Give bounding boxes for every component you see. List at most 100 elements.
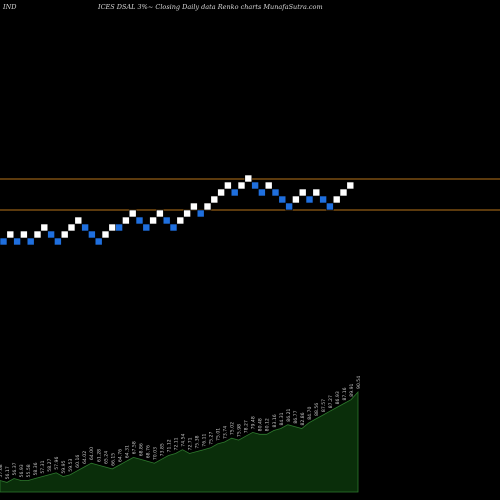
renko-brick-up bbox=[128, 209, 137, 218]
renko-brick-up bbox=[176, 216, 185, 225]
renko-brick-down bbox=[135, 216, 144, 225]
volume-area-path bbox=[0, 390, 359, 493]
volume-label: 65.24 bbox=[103, 451, 109, 464]
volume-label: 68.76 bbox=[145, 445, 151, 458]
volume-label: 72.11 bbox=[173, 437, 179, 450]
volume-label: 75.02 bbox=[230, 422, 236, 435]
renko-brick-down bbox=[162, 216, 171, 225]
renko-brick-up bbox=[190, 202, 198, 211]
volume-label: 88.56 bbox=[314, 403, 320, 416]
renko-brick-up bbox=[74, 216, 83, 225]
renko-brick-down bbox=[305, 195, 314, 204]
renko-brick-down bbox=[326, 202, 334, 211]
volume-label: 58.27 bbox=[47, 458, 53, 471]
volume-label: 75.01 bbox=[216, 428, 222, 441]
renko-brick-up bbox=[149, 216, 157, 225]
renko-brick-down bbox=[88, 230, 96, 239]
renko-brick-down bbox=[271, 188, 280, 197]
volume-label: 58.36 bbox=[33, 462, 39, 475]
renko-brick-down bbox=[230, 188, 239, 197]
chart-header-left: IND bbox=[3, 3, 17, 11]
renko-brick-up bbox=[156, 209, 164, 218]
renko-brick-up bbox=[244, 174, 253, 183]
volume-label: 87.57 bbox=[321, 399, 327, 412]
volume-label: 64.02 bbox=[82, 451, 88, 464]
volume-label: 79.48 bbox=[251, 416, 257, 429]
renko-brick-up bbox=[217, 188, 225, 197]
renko-brick-up bbox=[67, 223, 76, 232]
volume-label: 83.16 bbox=[272, 414, 278, 427]
renko-brick-down bbox=[285, 202, 293, 211]
volume-label: 56.37 bbox=[12, 462, 18, 475]
renko-brick-up bbox=[183, 209, 191, 218]
volume-label: 75.98 bbox=[237, 424, 243, 437]
volume-labels: 57.68 56.17 56.37 56.93 55.58 58.36 57.31 58.27… bbox=[0, 376, 362, 480]
level-lines bbox=[0, 178, 500, 211]
volume-label: 73.74 bbox=[223, 426, 229, 439]
renko-brick-down bbox=[319, 195, 327, 204]
volume-label: 57.68 bbox=[0, 464, 4, 477]
renko-brick-up bbox=[33, 230, 42, 239]
volume-label: 84.70 bbox=[307, 407, 313, 420]
volume-label: 68.86 bbox=[138, 443, 144, 456]
volume-label: 60.16 bbox=[75, 455, 81, 468]
volume-label: 59.95 bbox=[61, 460, 67, 473]
volume-label: 89.91 bbox=[349, 383, 355, 396]
volume-area bbox=[0, 390, 359, 493]
volume-label: 61.28 bbox=[96, 449, 102, 462]
volume-label: 67.58 bbox=[131, 441, 137, 454]
renko-brick-down bbox=[169, 223, 178, 232]
renko-brick-down bbox=[47, 230, 55, 239]
volume-label: 64.00 bbox=[89, 447, 95, 460]
volume-label: 71.12 bbox=[166, 439, 172, 452]
volume-label: 70.03 bbox=[152, 447, 158, 460]
renko-brick-down bbox=[54, 237, 62, 246]
renko-brick-up bbox=[203, 202, 212, 211]
renko-brick-up bbox=[339, 188, 348, 197]
volume-label: 64.76 bbox=[117, 449, 123, 462]
renko-brick-down bbox=[94, 237, 103, 246]
volume-label: 59.53 bbox=[68, 458, 74, 471]
volume-label: 86.21 bbox=[286, 408, 292, 421]
renko-brick-down bbox=[115, 223, 123, 232]
renko-brick-up bbox=[60, 230, 69, 239]
volume-label: 84.31 bbox=[279, 412, 285, 425]
renko-brick-up bbox=[20, 230, 28, 239]
volume-label: 66.15 bbox=[110, 453, 116, 466]
volume-label: 55.58 bbox=[26, 464, 32, 477]
renko-brick-up bbox=[101, 230, 110, 239]
volume-label: 80.48 bbox=[258, 418, 264, 431]
volume-label: 86.77 bbox=[293, 410, 299, 423]
volume-label: 87.16 bbox=[342, 387, 348, 400]
renko-bricks bbox=[0, 174, 355, 246]
chart-title: ICES DSAL 3%~ Closing Daily data Renko c… bbox=[98, 3, 323, 11]
renko-brick-down bbox=[278, 195, 287, 204]
volume-label: 78.27 bbox=[244, 420, 250, 433]
renko-brick-up bbox=[6, 230, 15, 239]
renko-brick-down bbox=[81, 223, 89, 232]
volume-label: 80.12 bbox=[265, 418, 271, 431]
volume-label: 72.71 bbox=[188, 437, 194, 450]
renko-brick-up bbox=[122, 216, 130, 225]
renko-brick-up bbox=[312, 188, 321, 197]
renko-brick-up bbox=[237, 181, 246, 190]
renko-brick-up bbox=[292, 195, 300, 204]
volume-label: 57.96 bbox=[54, 457, 60, 470]
volume-label: 56.17 bbox=[5, 466, 11, 479]
renko-brick-up bbox=[40, 223, 49, 232]
volume-label: 76.11 bbox=[202, 433, 208, 446]
renko-brick-up bbox=[264, 181, 273, 190]
renko-brick-up bbox=[108, 223, 117, 232]
volume-label: 74.54 bbox=[181, 433, 187, 446]
renko-brick-down bbox=[0, 237, 8, 246]
renko-brick-down bbox=[142, 223, 151, 232]
volume-label: 64.31 bbox=[124, 445, 130, 458]
renko-brick-down bbox=[251, 181, 259, 190]
volume-label: 75.38 bbox=[195, 435, 201, 448]
volume-label: 57.31 bbox=[40, 460, 46, 473]
volume-label: 73.85 bbox=[159, 443, 165, 456]
volume-label: 82.86 bbox=[300, 412, 306, 425]
renko-brick-down bbox=[196, 209, 205, 218]
volume-label: 56.93 bbox=[19, 464, 25, 477]
